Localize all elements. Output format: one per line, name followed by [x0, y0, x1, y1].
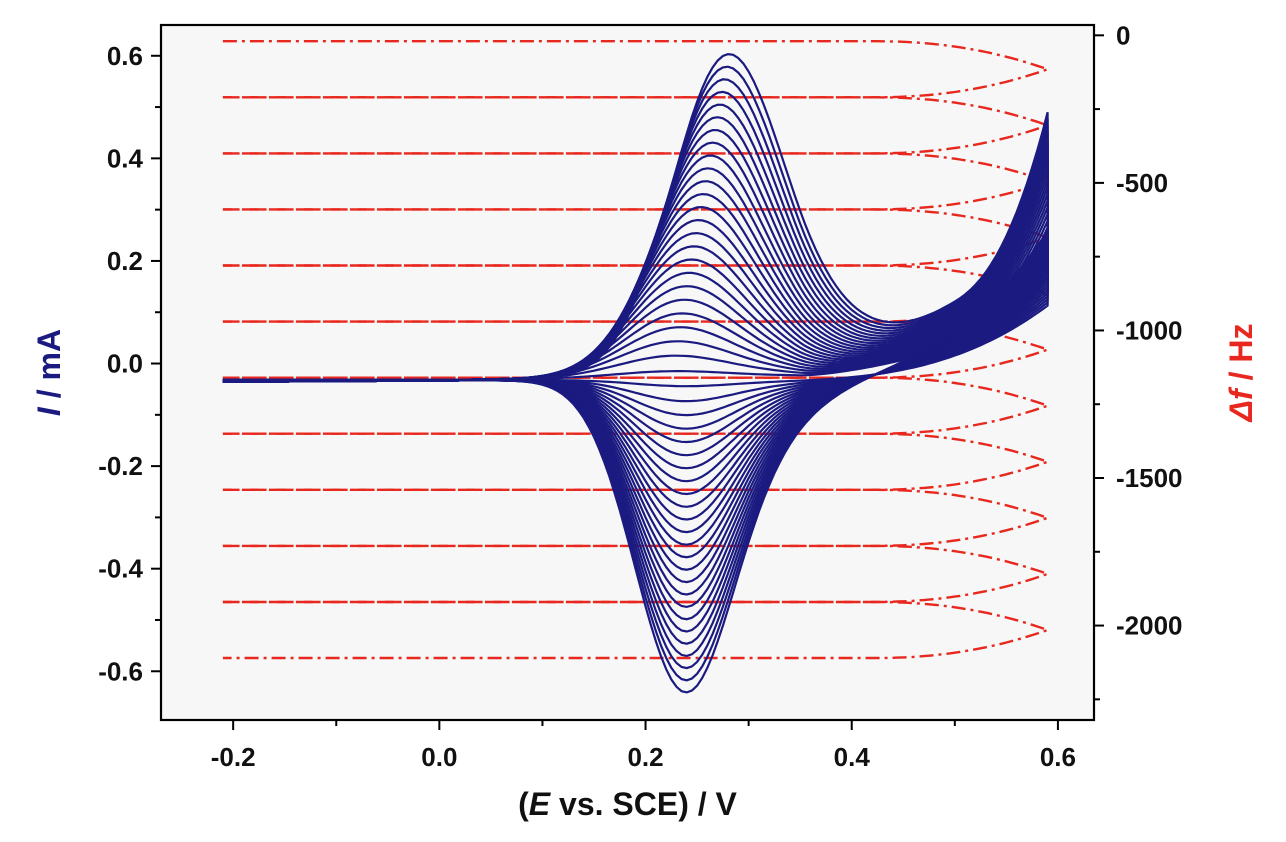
right-y-tick-label: -500: [1116, 168, 1168, 198]
current-cycle-trace: [222, 52, 1049, 694]
x-tick-label: 0.2: [627, 742, 663, 772]
left-y-tick-label: 0.4: [107, 143, 144, 173]
x-tick-label: 0.6: [1040, 742, 1076, 772]
current-series: [222, 52, 1049, 694]
frequency-cycle-trace: [222, 600, 1052, 660]
right-y-tick-label: -1500: [1116, 463, 1183, 493]
left-y-tick-label: -0.4: [98, 554, 143, 584]
x-axis-title: (E vs. SCE) / V: [518, 786, 737, 822]
ticks-layer: -0.2 0.0 0.2 0.4 0.6 0.6 0.4 0.2 0.0 -0.2 -0.4 -0.6…: [98, 20, 1182, 772]
left-y-tick-label: -0.6: [98, 656, 143, 686]
left-y-tick-label: 0.0: [107, 349, 143, 379]
frequency-series: [222, 40, 1052, 660]
right-y-tick-label: -1000: [1116, 315, 1183, 345]
x-tick-label: -0.2: [211, 742, 256, 772]
x-tick-label: 0.4: [834, 742, 871, 772]
left-y-tick-label: -0.2: [98, 451, 143, 481]
x-tick-label: 0.0: [421, 742, 457, 772]
right-y-tick-label: -2000: [1116, 611, 1183, 641]
left-y-tick-label: 0.2: [107, 246, 143, 276]
plot-frame: [159, 23, 1096, 722]
series-layer: [222, 40, 1052, 694]
right-y-axis-title: Δf / Hz: [1223, 324, 1259, 423]
right-y-tick-label: 0: [1116, 20, 1130, 50]
left-y-axis-title: I / mA: [31, 329, 67, 416]
left-y-tick-label: 0.6: [107, 41, 143, 71]
